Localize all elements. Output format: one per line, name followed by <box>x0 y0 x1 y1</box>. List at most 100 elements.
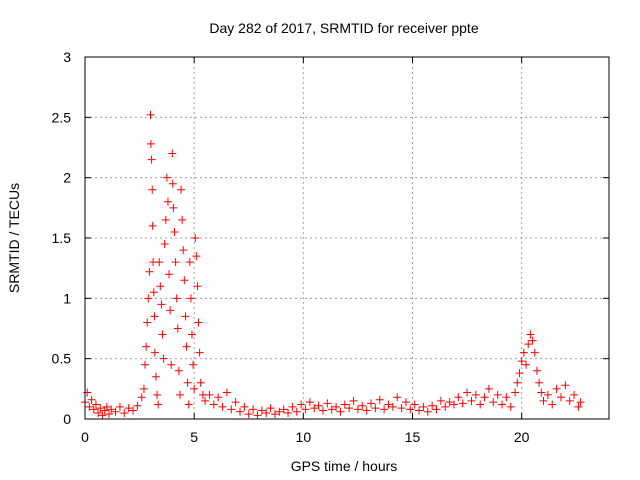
scatter-point <box>196 378 205 387</box>
scatter-point <box>535 378 544 387</box>
scatter-point <box>519 348 528 357</box>
scatter-point <box>179 246 188 255</box>
scatter-point <box>257 406 266 415</box>
scatter-point <box>147 155 156 164</box>
scatter-point <box>262 408 271 417</box>
x-tick-label: 5 <box>190 429 198 445</box>
scatter-point <box>187 330 196 339</box>
scatter-point <box>166 306 175 315</box>
scatter-point <box>186 294 195 303</box>
scatter-point <box>107 405 116 414</box>
scatter-point <box>214 393 223 402</box>
scatter-point <box>105 410 114 419</box>
scatter-point <box>270 410 279 419</box>
scatter-point <box>209 400 218 409</box>
scatter-point <box>162 173 171 182</box>
scatter-point <box>124 404 133 413</box>
axis-ticks: 0 0.5 1 1.5 2 2.5 3 0 5 10 15 20 <box>52 49 609 445</box>
scatter-point <box>169 203 178 212</box>
scatter-point <box>171 258 180 267</box>
scatter-point <box>297 400 306 409</box>
scatter-points <box>81 110 585 420</box>
x-tick-label: 15 <box>405 429 421 445</box>
scatter-point <box>336 407 345 416</box>
scatter-point <box>552 384 561 393</box>
scatter-point <box>340 400 349 409</box>
scatter-point <box>515 369 524 378</box>
scatter-point <box>266 404 275 413</box>
chart-title: Day 282 of 2017, SRMTID for receiver ppt… <box>209 20 478 36</box>
scatter-point <box>349 396 358 405</box>
scatter-point <box>133 401 142 410</box>
scatter-point <box>161 215 170 224</box>
scatter-point <box>178 215 187 224</box>
scatter-point <box>172 294 181 303</box>
scatter-point <box>144 294 153 303</box>
scatter-point <box>576 398 585 407</box>
x-tick-label: 0 <box>81 429 89 445</box>
scatter-point <box>183 378 192 387</box>
scatter-point <box>148 221 157 230</box>
scatter-point <box>91 400 100 409</box>
scatter-point <box>539 396 548 405</box>
scatter-point <box>423 407 432 416</box>
scatter-point <box>222 388 231 397</box>
scatter-point <box>522 360 531 369</box>
scatter-point <box>137 393 146 402</box>
scatter-point <box>511 388 520 397</box>
scatter-point <box>493 390 502 399</box>
scatter-point <box>524 340 533 349</box>
scatter-point <box>530 348 539 357</box>
scatter-point <box>102 402 111 411</box>
scatter-point <box>218 402 227 411</box>
scatter-point <box>292 407 301 416</box>
scatter-point <box>143 318 152 327</box>
scatter-point <box>201 396 210 405</box>
x-tick-label: 20 <box>514 429 530 445</box>
scatter-point <box>94 408 103 417</box>
scatter-point <box>489 398 498 407</box>
scatter-point <box>153 390 162 399</box>
scatter-point <box>318 406 327 415</box>
scatter-point <box>526 330 535 339</box>
scatter-point <box>240 402 249 411</box>
scatter-point <box>180 276 189 285</box>
scatter-point <box>393 393 402 402</box>
y-tick-label: 2 <box>63 170 71 186</box>
scatter-point <box>157 300 166 309</box>
x-tick-label: 10 <box>296 429 312 445</box>
scatter-point <box>415 406 424 415</box>
scatter-point <box>168 149 177 158</box>
scatter-point <box>111 407 120 416</box>
scatter-point <box>158 330 167 339</box>
x-axis-label: GPS time / hours <box>291 458 398 474</box>
scatter-point <box>236 407 245 416</box>
scatter-point <box>367 399 376 408</box>
scatter-point <box>160 240 169 249</box>
scatter-point <box>193 282 202 291</box>
scatter-point <box>380 405 389 414</box>
scatter-point <box>502 393 511 402</box>
scatter-point <box>181 312 190 321</box>
scatter-point <box>375 395 384 404</box>
scatter-point <box>167 360 176 369</box>
scatter-point <box>528 336 537 345</box>
scatter-point <box>362 406 371 415</box>
scatter-point <box>148 185 157 194</box>
scatter-point <box>449 400 458 409</box>
scatter-point <box>332 402 341 411</box>
scatter-point <box>85 402 94 411</box>
scatter-point <box>406 405 415 414</box>
scatter-point <box>275 407 284 416</box>
scatter-point <box>141 360 150 369</box>
scatter-point <box>170 227 179 236</box>
scatter-point <box>151 372 160 381</box>
scatter-point <box>189 360 198 369</box>
scatter-point <box>192 252 201 261</box>
scatter-point <box>441 402 450 411</box>
scatter-point <box>570 390 579 399</box>
scatter-point <box>353 405 362 414</box>
scatter-point <box>231 398 240 407</box>
y-tick-label: 0 <box>63 411 71 427</box>
